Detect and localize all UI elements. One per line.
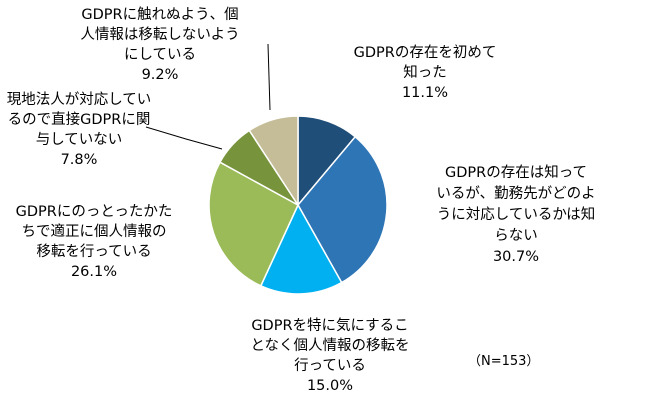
slice-label-line: 人情報は移転しないよう bbox=[80, 26, 239, 43]
slice-label-5: 現地法人が対応しているので直接GDPRに関与していない 7.8% bbox=[7, 91, 152, 168]
slice-label-line: にしている bbox=[124, 47, 196, 63]
slice-value-4: 26.1% bbox=[71, 264, 117, 280]
slice-label-line: GDPRの存在は知って bbox=[445, 164, 587, 181]
slice-value-1: 11.1% bbox=[402, 85, 448, 101]
slice-label-line: いるが、勤務先がどのよ bbox=[436, 185, 595, 202]
pie-slice-3 bbox=[259, 203, 343, 295]
slice-label-line: GDPRにのっとったかた bbox=[16, 203, 173, 220]
slice-value-5: 7.8% bbox=[61, 152, 98, 168]
leader-lines bbox=[145, 43, 271, 150]
leader-line-5 bbox=[145, 126, 223, 150]
slice-label-line: らない bbox=[494, 227, 538, 244]
slice-label-line: となく個人情報の移転を bbox=[250, 337, 409, 354]
slice-label-3: GDPRを特に気にすることなく個人情報の移転を行っている 15.0% bbox=[250, 317, 409, 394]
slice-value-2: 30.7% bbox=[493, 249, 539, 265]
leader-line-6 bbox=[267, 43, 271, 111]
slice-value-3: 15.0% bbox=[307, 378, 353, 394]
sample-size-note: （N=153） bbox=[468, 354, 539, 369]
slice-label-line: 行っている bbox=[294, 357, 366, 374]
slice-label-line: 与していない bbox=[36, 131, 123, 148]
slice-label-line: GDPRに触れぬよう、個 bbox=[81, 6, 238, 23]
slice-label-line: ちで適正に個人情報の bbox=[22, 222, 167, 240]
slice-label-2: GDPRの存在は知っているが、勤務先がどのように対応しているかは知らない 30.7… bbox=[436, 164, 595, 265]
slice-label-line: 移転を行っている bbox=[36, 243, 151, 260]
slice-label-line: 知った bbox=[403, 64, 447, 81]
slice-label-line: 現地法人が対応してい bbox=[7, 91, 152, 108]
slice-labels: GDPRの存在を初めて知った 11.1% GDPRの存在は知っているが、勤務先がどの… bbox=[7, 6, 596, 394]
slice-label-line: うに対応しているかは知 bbox=[437, 206, 595, 223]
pie-slice-2 bbox=[297, 135, 388, 284]
slice-value-6: 9.2% bbox=[142, 67, 179, 83]
pie-slices bbox=[208, 115, 388, 295]
slice-label-line: GDPRの存在を初めて bbox=[354, 44, 497, 61]
slice-label-line: るので直接GDPRに関 bbox=[8, 111, 151, 128]
slice-label-1: GDPRの存在を初めて知った 11.1% bbox=[354, 44, 497, 101]
slice-label-6: GDPRに触れぬよう、個人情報は移転しないようにしている 9.2% bbox=[80, 6, 239, 83]
slice-label-line: GDPRを特に気にするこ bbox=[251, 317, 408, 334]
slice-label-4: GDPRにのっとったかたちで適正に個人情報の移転を行っている 26.1% bbox=[16, 203, 173, 280]
pie-slice-6 bbox=[248, 115, 299, 208]
